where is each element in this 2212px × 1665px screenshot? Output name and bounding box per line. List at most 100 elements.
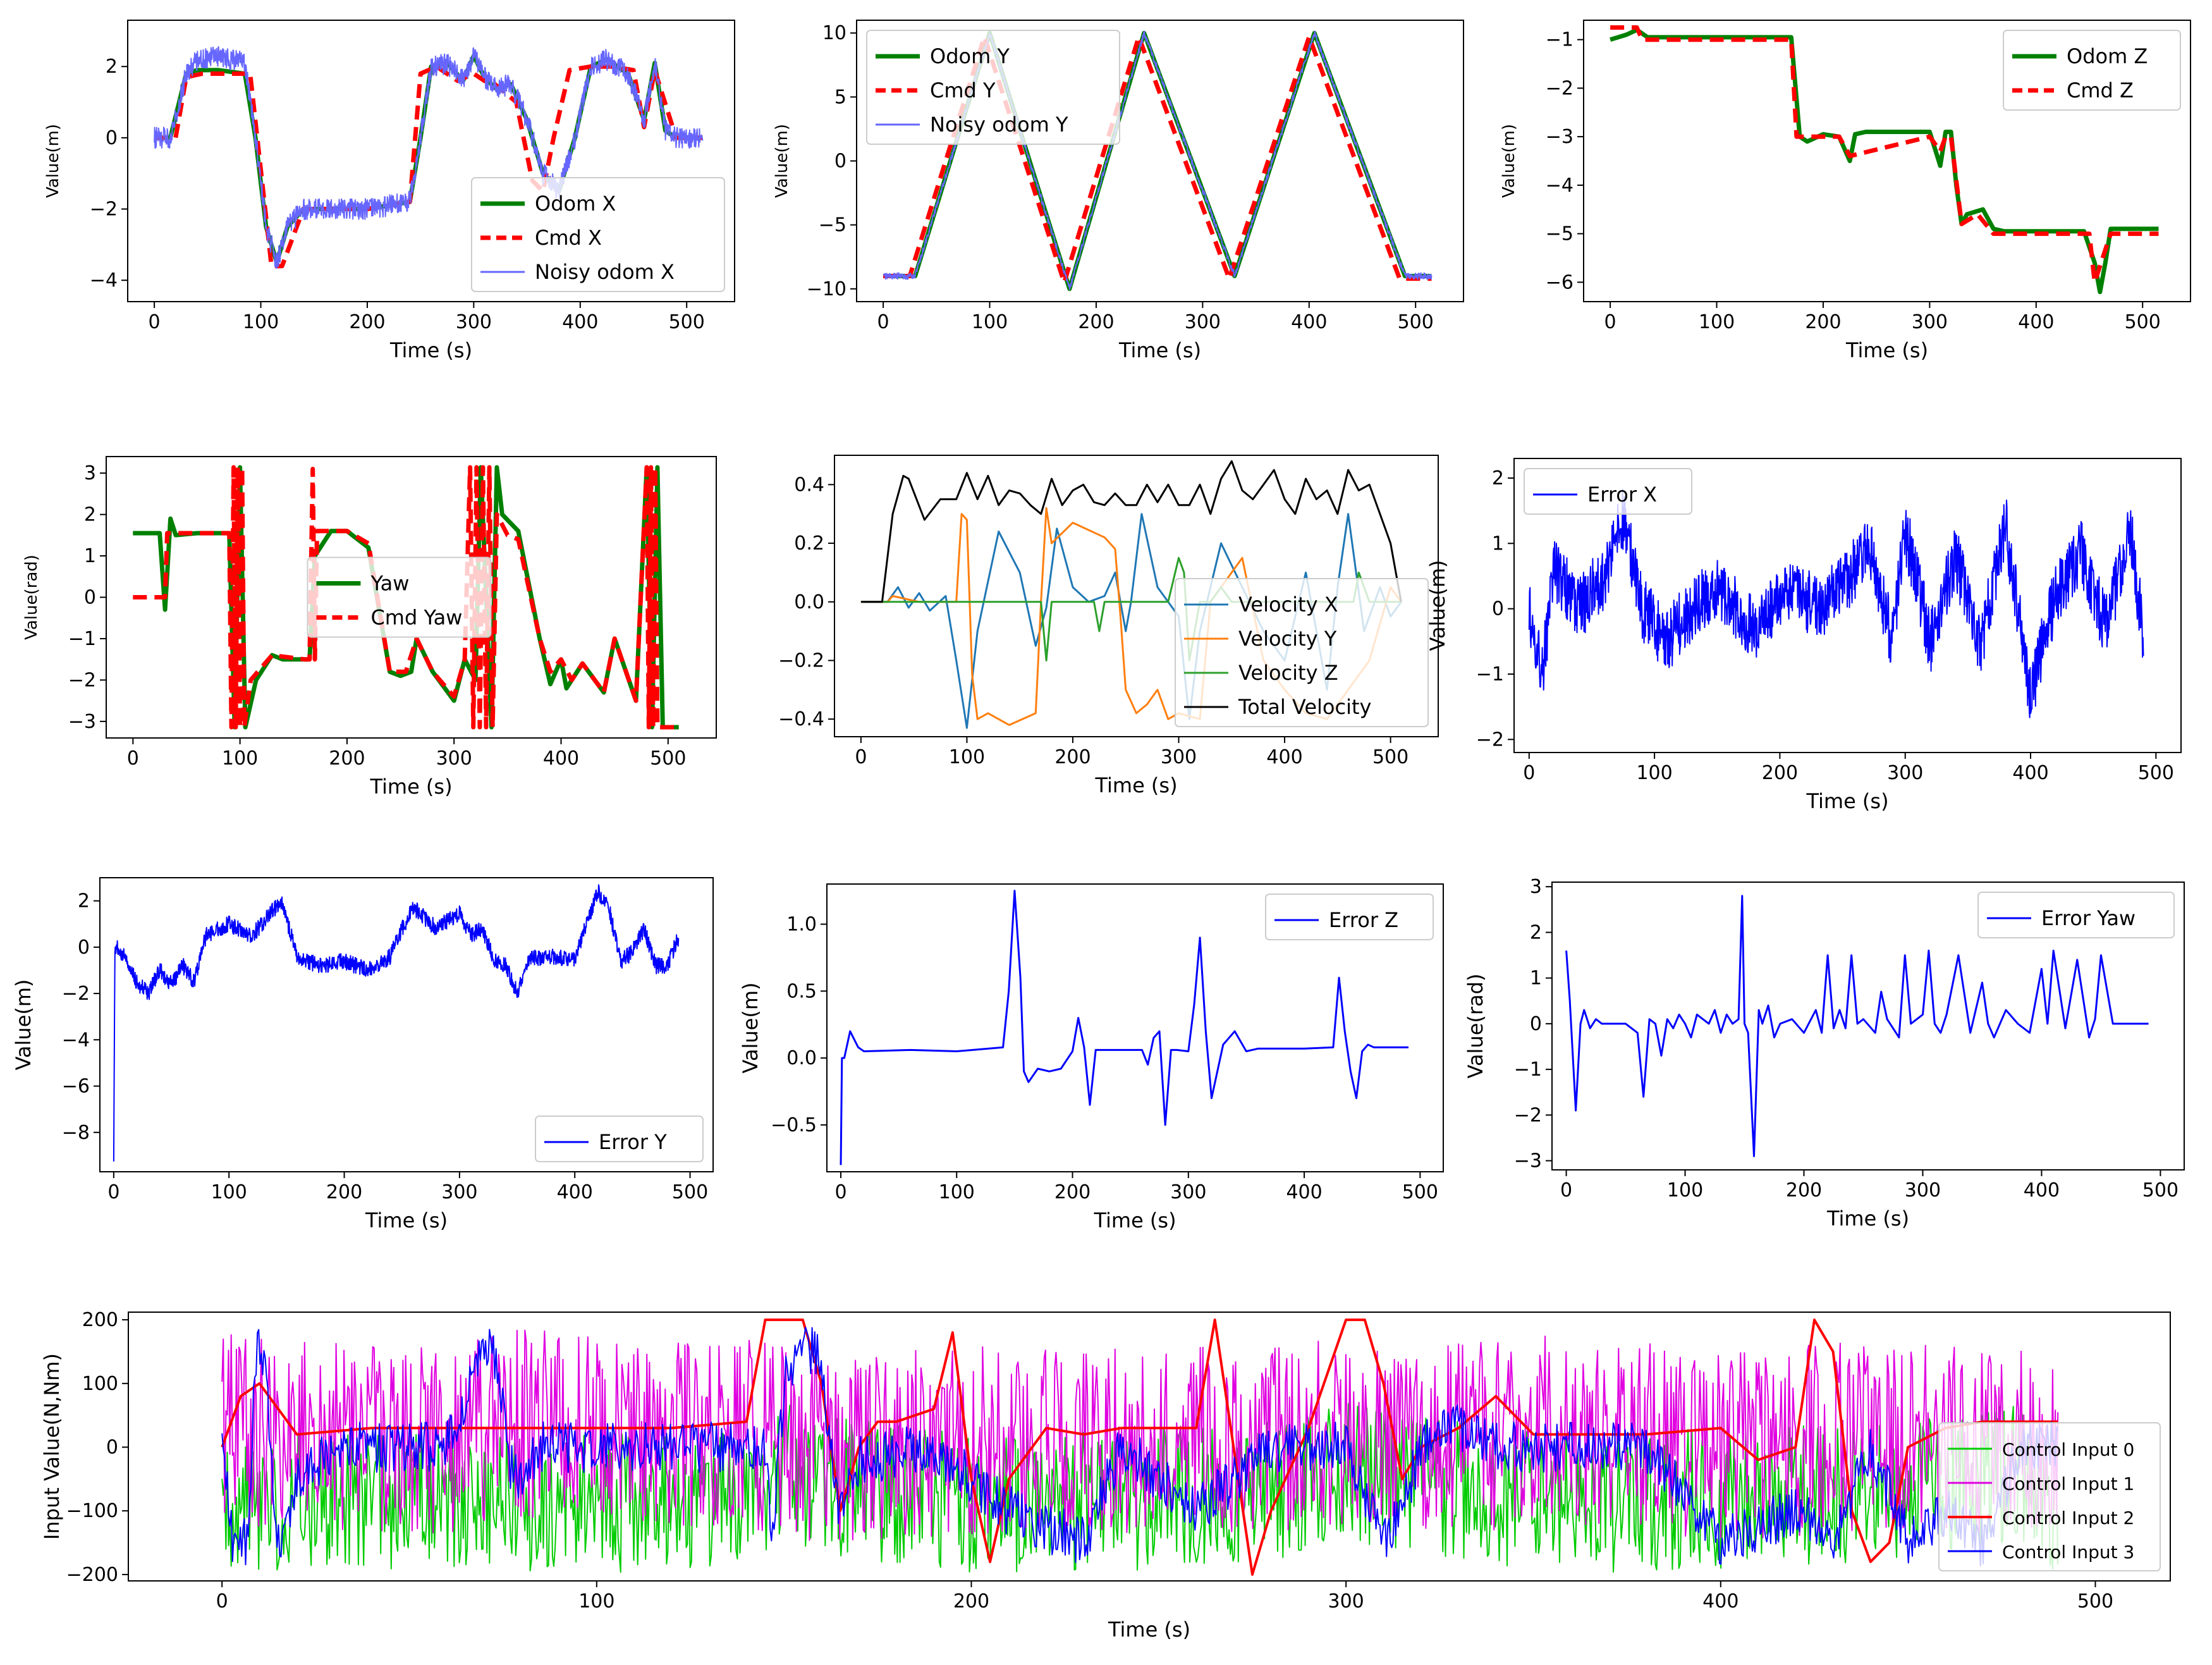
x-tick-label: 300 — [456, 311, 492, 333]
y-tick-label: 0.0 — [794, 591, 824, 613]
x-tick-label: 400 — [543, 747, 579, 770]
legend-label: Noisy odom Y — [930, 113, 1068, 137]
legend-label: Cmd Z — [2067, 78, 2134, 102]
y-tick-label: 1 — [84, 545, 96, 567]
y-tick-label: 5 — [834, 86, 846, 108]
y-tick-label: 0 — [106, 127, 118, 149]
legend: Error Y — [535, 1115, 704, 1162]
x-axis-label: Time (s) — [1093, 1208, 1176, 1232]
y-tick-label: −3 — [1514, 1150, 1542, 1172]
y-tick-label: 10 — [822, 22, 846, 44]
legend-box — [1175, 578, 1429, 727]
x-tick-label: 200 — [349, 311, 385, 333]
x-tick-label: 0 — [107, 1181, 119, 1203]
series-line-noisy-odom-x — [154, 46, 704, 269]
series-line-control-input-0 — [221, 1402, 2059, 1573]
series-line-total-velocity — [860, 460, 1402, 603]
x-axis-label: Time (s) — [369, 775, 452, 799]
y-axis-label: Value(rad) — [1463, 974, 1488, 1079]
legend-label: Error Y — [599, 1130, 667, 1154]
x-tick-label: 200 — [326, 1181, 362, 1203]
y-tick-label: −100 — [66, 1500, 118, 1522]
x-tick-label: 0 — [1523, 762, 1535, 784]
y-tick-label: −4 — [62, 1029, 90, 1051]
x-tick-label: 200 — [329, 747, 365, 770]
y-axis-label: Input Value(N,Nm) — [40, 1353, 64, 1540]
x-tick-label: 200 — [1786, 1179, 1822, 1201]
y-tick-label: 0 — [1492, 598, 1504, 620]
x-tick-label: 200 — [953, 1590, 989, 1613]
y-tick-label: 0 — [78, 937, 90, 959]
x-tick-label: 0 — [127, 747, 139, 770]
x-tick-label: 300 — [1161, 746, 1197, 768]
x-axis-label: Time (s) — [365, 1208, 448, 1232]
y-axis-label: Value(m) — [1500, 124, 1518, 198]
series-line-cmd-x — [154, 64, 703, 269]
x-tick-label: 400 — [1266, 746, 1302, 768]
legend-label: Velocity Y — [1238, 627, 1337, 651]
axes-frame — [834, 455, 1439, 737]
x-tick-label: 200 — [1805, 311, 1841, 333]
series-group — [221, 1318, 2059, 1576]
y-tick-label: 0.0 — [786, 1047, 817, 1069]
y-tick-label: −8 — [62, 1122, 90, 1144]
y-axis-label: Value(m) — [11, 979, 35, 1070]
x-axis-label: Time (s) — [389, 338, 472, 362]
y-tick-label: −5 — [1546, 223, 1573, 245]
series-group — [133, 465, 679, 730]
series-group — [1565, 895, 2149, 1157]
x-tick-label: 100 — [949, 746, 985, 768]
series-line-error-y — [113, 884, 680, 1162]
x-tick-label: 300 — [1170, 1181, 1206, 1203]
y-tick-label: −0.2 — [778, 649, 824, 672]
x-tick-label: 500 — [1372, 746, 1408, 768]
series-line-error-yaw — [1565, 895, 2149, 1157]
y-tick-label: 1 — [1492, 532, 1504, 555]
legend: Odom Y Cmd Y Noisy odom Y — [866, 30, 1120, 145]
series-line-error-z — [840, 890, 1408, 1165]
y-tick-label: −3 — [68, 711, 96, 733]
x-tick-label: 0 — [216, 1590, 228, 1613]
legend-box — [1938, 1422, 2161, 1571]
legend: Error Z — [1265, 894, 1434, 940]
x-tick-label: 500 — [1402, 1181, 1438, 1203]
x-tick-label: 200 — [1054, 746, 1091, 768]
x-tick-label: 0 — [1604, 311, 1616, 333]
legend-label: Odom Y — [930, 44, 1010, 68]
chart-error-yaw: 0 100 200 300 400 500 −3 −2 −1 0 1 2 3 Time (s) Value(… — [1463, 876, 2185, 1231]
y-tick-label: −2 — [1476, 728, 1504, 751]
y-tick-label: 100 — [82, 1373, 118, 1395]
legend-box — [1265, 894, 1434, 940]
y-tick-label: −3 — [1546, 126, 1573, 148]
axes-frame — [1551, 882, 2185, 1170]
axes-frame — [826, 883, 1444, 1172]
y-tick-label: −4 — [1546, 175, 1573, 197]
x-tick-label: 100 — [578, 1590, 614, 1613]
legend-box — [866, 30, 1120, 145]
x-tick-label: 100 — [1667, 1179, 1703, 1201]
y-axis-label: Value(m) — [773, 124, 791, 198]
legend-label: Cmd X — [535, 226, 602, 250]
y-axis-label: Value(m) — [738, 982, 762, 1073]
x-axis-label: Time (s) — [1118, 338, 1201, 362]
x-tick-label: 400 — [557, 1181, 593, 1203]
y-tick-label: 2 — [106, 56, 118, 78]
legend-label: Noisy odom X — [535, 260, 675, 284]
chart-velocity: 0 100 200 300 400 500 −0.4 −0.2 0.0 0.2 0.4 Time (s… — [778, 455, 1439, 797]
x-tick-label: 300 — [441, 1181, 477, 1203]
x-tick-label: 200 — [1762, 762, 1798, 784]
x-tick-label: 400 — [1286, 1181, 1322, 1203]
legend-label: Control Input 3 — [2002, 1542, 2134, 1563]
y-tick-label: 1 — [1530, 968, 1542, 990]
legend-label: Odom Z — [2067, 44, 2148, 68]
y-tick-label: −4 — [90, 269, 118, 292]
y-axis-label: Value(m) — [1426, 560, 1450, 651]
x-tick-label: 300 — [1905, 1179, 1941, 1201]
x-tick-label: 0 — [877, 311, 889, 333]
y-tick-label: −200 — [66, 1564, 118, 1586]
y-tick-label: 0.2 — [794, 532, 824, 555]
series-line-error-x — [1528, 489, 2144, 718]
axes-frame — [128, 1312, 2171, 1582]
axes-frame — [127, 20, 735, 302]
x-axis-label: Time (s) — [1108, 1618, 1190, 1642]
